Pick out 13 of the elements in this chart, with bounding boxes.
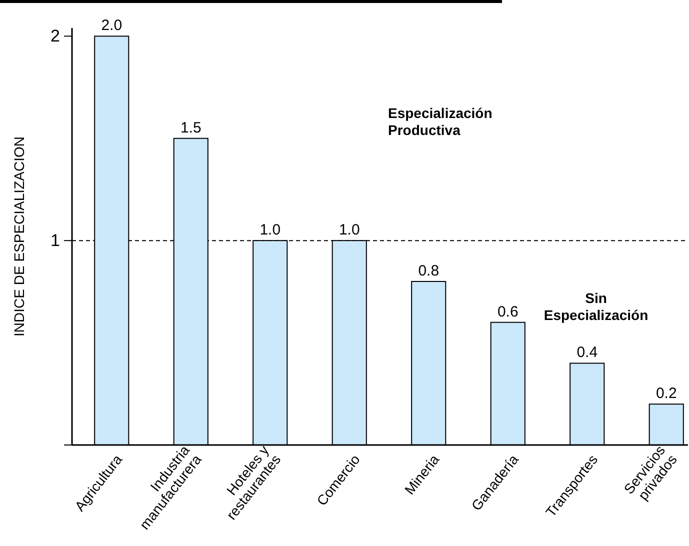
data-label: 1.0 [338,222,360,239]
data-label: 0.6 [497,303,518,320]
data-label: 2.0 [101,17,122,34]
data-label: 0.2 [656,385,677,402]
data-label: 0.4 [576,344,598,362]
data-label: 0.8 [418,262,440,280]
annotation: Especialización Productiva [388,105,492,138]
data-label: 1.5 [180,119,202,136]
y-axis-title: INDICE DE ESPECIALIZACION [11,136,27,336]
y-tick-label: 1 [50,231,60,250]
annotation: Sin Especialización [544,290,648,323]
y-tick-label: 2 [50,26,60,46]
data-label: 1.0 [260,222,281,239]
